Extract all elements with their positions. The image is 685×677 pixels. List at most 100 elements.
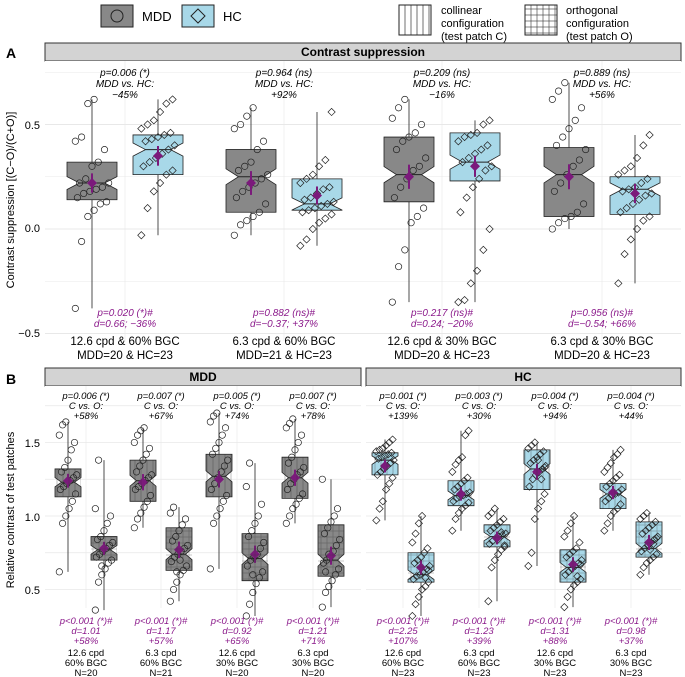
panel-b-o-2-point bbox=[242, 612, 250, 620]
panel-b-top3-1: +67% bbox=[149, 411, 174, 422]
panel-a-bot2-2: d=0.24; −20% bbox=[411, 319, 473, 330]
panel-a-mdd-0-point bbox=[86, 187, 94, 195]
panel-b-c-7-point bbox=[606, 458, 615, 468]
panel-b-annotations: p=0.006 (*)C vs. O:+58%p<0.001 (*)#d=1.0… bbox=[59, 391, 658, 677]
panel-a-hc-1-point bbox=[314, 218, 324, 227]
panel-a-hc-3-point bbox=[645, 212, 654, 221]
panel-a-mdd-1-point bbox=[237, 221, 245, 229]
panel-b-top2-1: C vs. O: bbox=[144, 401, 179, 412]
panel-a-hc-0-point bbox=[158, 149, 167, 158]
panel-a-hc-2-point bbox=[479, 120, 488, 129]
panel-b-o-0-point bbox=[91, 606, 99, 614]
panel-a-marks bbox=[66, 79, 661, 312]
panel-a-mdd-0-point bbox=[96, 200, 104, 208]
panel-a-hc-0-point bbox=[155, 107, 165, 117]
panel-b-o-3-point bbox=[328, 577, 336, 585]
panel-a-hc-0-point bbox=[137, 231, 146, 240]
panel-a-hc-1-point bbox=[304, 206, 313, 215]
panel-b-o-7-point bbox=[642, 508, 651, 518]
panel-a-hc-0-point bbox=[164, 145, 173, 154]
panel-b-top1-3: p=0.007 (*) bbox=[288, 391, 336, 402]
panel-b-o-6-point bbox=[563, 526, 572, 535]
panel-a-tick-0.0: 0.0 bbox=[25, 223, 40, 235]
panel-b-label2-0: 60% BGC bbox=[65, 658, 107, 669]
panel-a-mdd-0-point bbox=[80, 189, 88, 198]
panel-b-c-0-point bbox=[70, 438, 79, 447]
panel-b-tick-0.5: 0.5 bbox=[25, 585, 40, 597]
panel-a-mdd-3-point bbox=[567, 212, 575, 221]
panel-b-bot2-1: d=1.17 bbox=[146, 626, 176, 637]
panel-a-hc-0-mean bbox=[153, 150, 163, 161]
panel-b-o-1-point bbox=[170, 503, 178, 511]
panel-a-top3-1: +92% bbox=[271, 90, 297, 101]
panel-b-c-5-point bbox=[457, 504, 467, 513]
panel-b-bot2-5: d=1.23 bbox=[464, 626, 494, 637]
panel-b-c-3-point bbox=[289, 415, 297, 423]
panel-a-hc-3-point bbox=[622, 204, 631, 213]
panel-b-c-7-point bbox=[609, 507, 619, 516]
panel-a-hc-1-point bbox=[327, 107, 336, 117]
panel-b-c-4-hatch bbox=[372, 452, 398, 475]
panel-a-hc-2-point bbox=[466, 279, 475, 288]
panel-a-cond-1: 6.3 cpd & 60% BGC bbox=[233, 336, 336, 348]
panel-a-mdd-0-point bbox=[73, 194, 81, 202]
panel-b-o-0-point bbox=[100, 527, 108, 535]
panel-b-c-6-point bbox=[540, 489, 549, 499]
panel-b-o-0-point bbox=[95, 578, 103, 586]
panel-b-o-5-point bbox=[484, 597, 493, 606]
panel-a-mdd-2-point bbox=[415, 162, 423, 170]
panel-b-c-0-point bbox=[68, 497, 76, 505]
panel-b-c-1-point bbox=[130, 438, 138, 447]
panel-b-label1-7: 6.3 cpd bbox=[615, 648, 646, 659]
panel-a-top1-1: p=0.964 (ns) bbox=[255, 68, 312, 79]
panel-a-mdd-3-point bbox=[573, 208, 581, 216]
panel-b-top2-5: C vs. O: bbox=[462, 401, 497, 412]
panel-a-mdd-1-point bbox=[255, 208, 263, 216]
panel-a-letter: A bbox=[6, 45, 16, 61]
panel-a-mdd-2-point bbox=[405, 133, 413, 141]
panel-b-c-0-point bbox=[55, 568, 63, 576]
panel-b-bot2-4: d=2.25 bbox=[388, 626, 418, 637]
panel-b-bot3-6: +88% bbox=[543, 636, 568, 647]
panel-b-label3-4: N=23 bbox=[392, 668, 415, 677]
panel-b-o-6-hatch bbox=[560, 549, 586, 583]
panel-b-o-3-point bbox=[322, 588, 330, 596]
panel-a-mdd-0-point bbox=[94, 158, 102, 166]
panel-b-o-2-point bbox=[249, 588, 257, 596]
panel-b-o-4-point bbox=[411, 600, 420, 609]
panel-b-c-1-point bbox=[140, 424, 148, 432]
panel-a-mdd-2-point bbox=[407, 219, 415, 227]
panel-b-o-3-point bbox=[318, 603, 326, 611]
panel-a-hc-3-point bbox=[614, 279, 623, 288]
panel-a-n-0: MDD=20 & HC=23 bbox=[77, 350, 173, 362]
panel-b-c-2-hatch bbox=[206, 454, 232, 497]
panel-a-n-1: MDD=21 & HC=23 bbox=[236, 350, 332, 362]
panel-b-c-7-point bbox=[603, 519, 612, 528]
panel-a-hc-0-point bbox=[155, 178, 165, 188]
panel-a-hc-1-point bbox=[302, 235, 311, 244]
panel-b-o-4-point bbox=[417, 585, 427, 594]
panel-a-mdd-0-point bbox=[90, 206, 98, 214]
panel-a-hc-1-point bbox=[319, 185, 328, 194]
panel-b-top1-6: p=0.004 (*) bbox=[530, 391, 578, 402]
panel-b-tick-1.5: 1.5 bbox=[25, 438, 40, 450]
panel-b-top1-4: p=0.001 (*) bbox=[378, 391, 426, 402]
panel-a-hc-0-point bbox=[149, 116, 158, 125]
panel-b-tick-1.0: 1.0 bbox=[25, 512, 40, 524]
panel-b-top2-4: C vs. O: bbox=[386, 401, 421, 412]
panel-a-hc-2-point bbox=[454, 298, 463, 307]
panel-b-c-4-point bbox=[372, 516, 381, 525]
panel-a-mdd-2-point bbox=[411, 129, 419, 137]
panel-b-bot2-2: d=0.92 bbox=[222, 626, 252, 637]
panel-b-label3-5: N=23 bbox=[468, 668, 491, 677]
panel-b-bot2-0: d=1.01 bbox=[71, 626, 100, 637]
panel-b-top1-5: p=0.003 (*) bbox=[454, 391, 502, 402]
panel-a-top1-0: p=0.006 (*) bbox=[99, 68, 150, 79]
panel-b-c-6-hatch bbox=[524, 449, 550, 490]
panel-a-mdd-2-point bbox=[399, 137, 407, 145]
panel-b-c-1-point bbox=[130, 524, 138, 532]
panel-a-hc-2-point bbox=[456, 208, 465, 217]
panel-b-c-4-point bbox=[381, 441, 391, 450]
panel-a-cond-2: 12.6 cpd & 30% BGC bbox=[387, 336, 496, 348]
panel-a-hc-0-point bbox=[166, 128, 175, 137]
